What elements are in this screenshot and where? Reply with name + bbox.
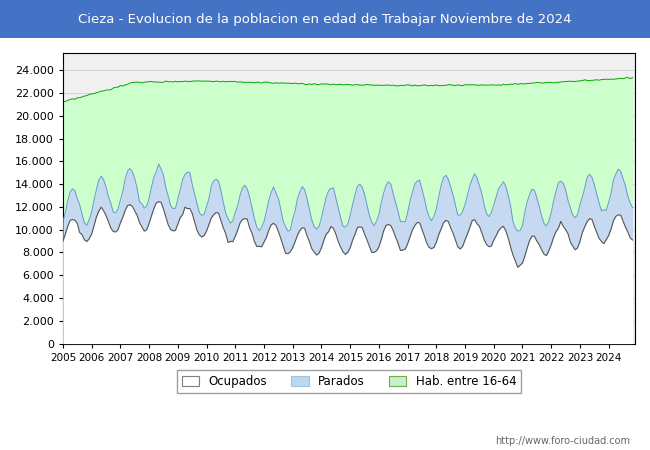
Text: http://www.foro-ciudad.com: http://www.foro-ciudad.com bbox=[495, 436, 630, 446]
Legend: Ocupados, Parados, Hab. entre 16-64: Ocupados, Parados, Hab. entre 16-64 bbox=[177, 370, 521, 393]
Text: Cieza - Evolucion de la poblacion en edad de Trabajar Noviembre de 2024: Cieza - Evolucion de la poblacion en eda… bbox=[78, 13, 572, 26]
